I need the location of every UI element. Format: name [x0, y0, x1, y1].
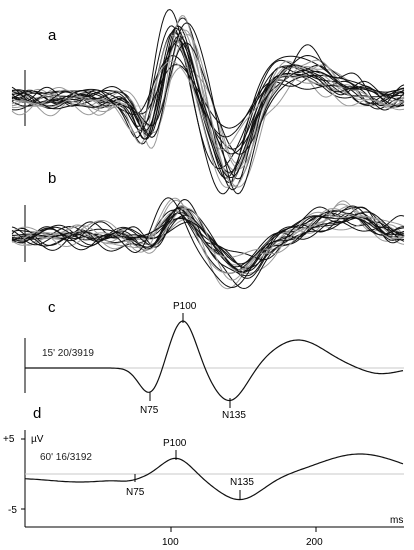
panel-d-n75-label: N75: [126, 487, 145, 498]
traces-a-trace: [11, 60, 405, 151]
panel-c-n75-label: N75: [140, 405, 159, 416]
traces-b-trace: [11, 216, 404, 269]
panel-d-xtick-200-label: 200: [306, 537, 323, 548]
panel-d-condition-label: 60' 16/3192: [40, 452, 92, 463]
traces-b-trace: [11, 197, 405, 289]
traces-a-trace: [11, 29, 405, 187]
panel-a-letter: a: [48, 27, 57, 44]
panel-c-p100-label: P100: [173, 301, 197, 312]
panel-d-x-unit: ms: [390, 515, 403, 526]
traces-a-trace: [12, 22, 405, 195]
panel-d-xtick-100-label: 100: [162, 537, 179, 548]
panel-c-n135-label: N135: [222, 410, 246, 421]
panel-a-trial-traces: [11, 8, 405, 195]
panel-b-trial-traces: [11, 197, 405, 290]
panel-c-average-trace: [25, 320, 404, 402]
panel-d-ytick-plus5-label: +5: [3, 434, 15, 445]
traces-a-trace: [11, 35, 405, 173]
traces-b-trace: [11, 211, 405, 265]
traces-b-trace: [11, 199, 405, 258]
panel-c-condition-label: 15' 20/3919: [42, 348, 94, 359]
panel-b-letter: b: [48, 170, 56, 187]
panel-d-letter: d: [33, 405, 41, 422]
traces-b-trace: [11, 197, 405, 274]
traces-b-trace: [11, 206, 405, 273]
traces-a-trace: [11, 40, 405, 184]
traces-a-trace: [11, 14, 405, 188]
panel-d-y-unit: µV: [31, 434, 44, 445]
panel-d: d +5 µV -5 100 200 ms 60' 16/3192 N75 P1…: [3, 405, 404, 548]
traces-a-trace: [11, 27, 405, 179]
panel-c-letter: c: [48, 299, 56, 316]
traces-b-trace: [11, 212, 405, 272]
traces-b-trace: [11, 207, 405, 281]
panel-d-p100-label: P100: [163, 438, 187, 449]
panel-c: c 15' 20/3919 N75 P100 N135: [24, 299, 404, 421]
panel-d-ytick-minus5-label: -5: [8, 505, 17, 516]
traces-a-trace: [11, 40, 405, 155]
panel-d-average-trace: [24, 453, 404, 501]
traces-a-trace: [12, 34, 405, 188]
panel-b: b: [11, 170, 405, 290]
panel-d-n135-label: N135: [230, 477, 254, 488]
panel-a: a: [11, 8, 405, 195]
